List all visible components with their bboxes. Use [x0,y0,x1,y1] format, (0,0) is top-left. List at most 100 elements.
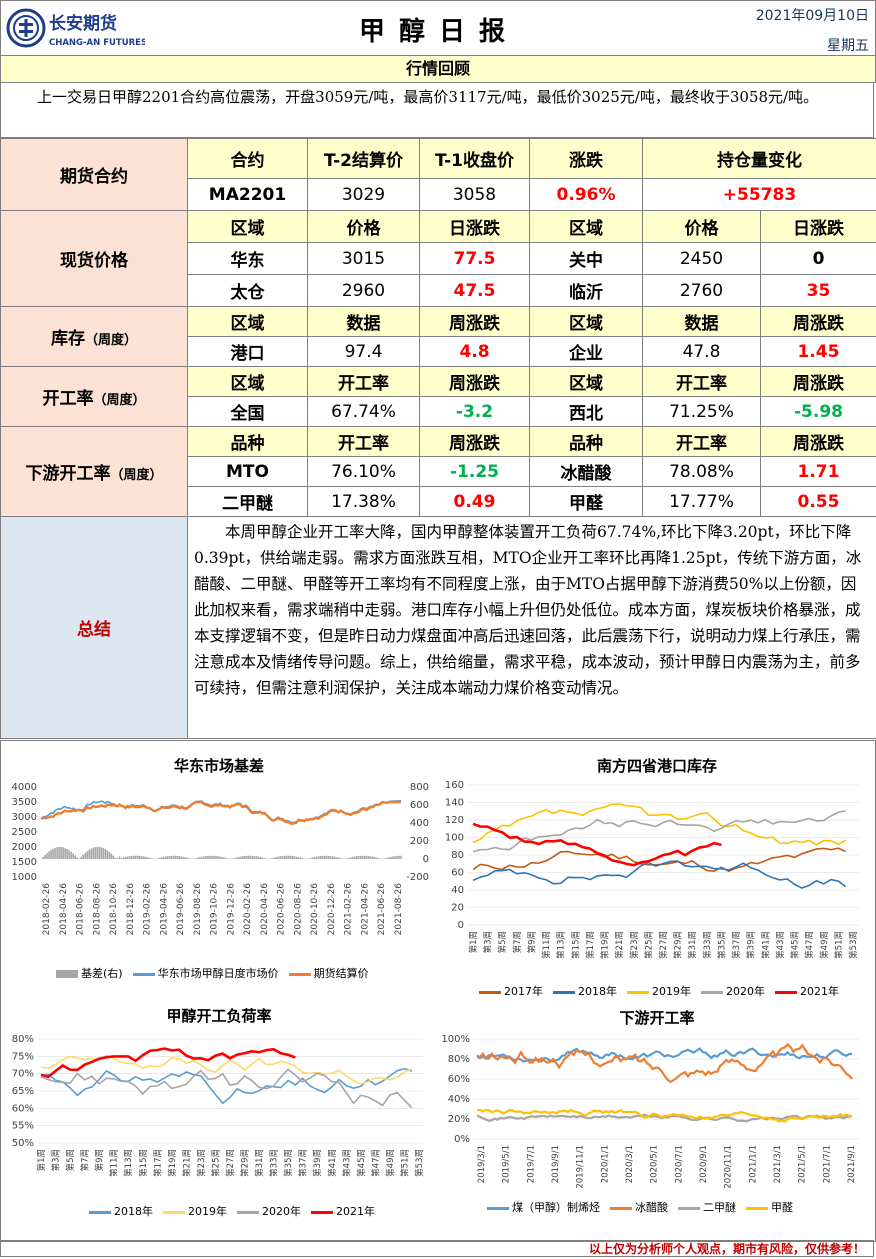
downstream-change: -1.25 [419,456,530,487]
operating-header: 周涨跌 [419,366,530,397]
y-right-tick: 400 [410,818,429,829]
x-tick: 第7周 [512,931,523,953]
basis-bar [263,857,266,859]
series-2020 [40,1068,413,1109]
basis-bar [366,855,368,859]
downstream-change: 0.49 [419,486,530,517]
x-tick: 2018-08-26 [92,883,102,936]
downstream-product: MTO [187,456,308,487]
legend-item: 2020年 [237,1203,301,1219]
inventory-region: 企业 [529,336,643,367]
basis-bar [251,855,253,859]
report-header: 长安期货 CHANG-AN FUTURES 甲醇日报 2021年09月10日 星… [0,0,876,56]
downstream-rate: 76.10% [307,456,420,487]
basis-bar [215,855,217,859]
basis-bar [114,857,117,859]
downstream-product: 甲醛 [529,486,643,517]
x-tick: 第33周 [702,931,713,959]
x-tick: 第21周 [614,931,625,959]
legend-item: 华东市场甲醇日度市场价 [132,965,279,981]
x-tick: 2021/7/1 [822,1145,832,1183]
x-tick: 2018-04-26 [59,883,69,936]
legend-item: 2020年 [701,983,765,999]
basis-bar [353,856,356,859]
basis-bar [283,855,286,859]
summary-label: 总结 [0,516,188,739]
inventory-header: 区域 [529,306,643,337]
basis-bar [48,851,50,859]
operating-label: 开工率（周度） [0,366,188,427]
y-tick: 20 [451,903,464,914]
downstream-rate: 78.08% [642,456,761,487]
x-tick: 第47周 [370,1149,381,1177]
basis-bar [58,846,60,859]
series-futures [40,800,401,825]
y-right-tick: 0 [423,854,429,865]
basis-bar [317,856,320,859]
review-heading: 行情回顾 [0,55,876,83]
x-tick: 2019/3/1 [477,1145,487,1183]
x-tick: 2019-06-26 [176,883,186,936]
basis-bar [120,857,123,859]
basis-bar [325,855,328,859]
basis-bar [331,856,334,859]
x-tick: 第23周 [629,931,640,959]
basis-bar [297,857,300,859]
basis-bar [64,847,66,859]
basis-bar [178,856,181,859]
basis-bar [309,857,312,859]
x-tick: 2020/3/1 [625,1145,635,1183]
x-tick: 2020-04-26 [260,883,270,936]
basis-bar [400,855,402,859]
basis-bar [44,855,46,859]
basis-bar [106,850,109,859]
futures-header-oi: 持仓量变化 [642,138,876,179]
basis-bar [295,856,298,859]
chart1-basis: 4000350030002500200015001000800600400200… [12,782,429,936]
basis-bar [132,855,135,859]
basis-bar [138,855,141,859]
operating-region: 西北 [529,396,643,427]
basis-bar [243,856,245,859]
basis-bar [160,857,163,859]
basis-bar [60,846,62,859]
futures-header-change: 涨跌 [529,138,643,179]
basis-bar [247,855,249,859]
x-tick: 2020/1/1 [600,1145,610,1183]
x-tick: 第25周 [210,1149,221,1177]
x-tick: 2019-08-26 [193,883,203,936]
basis-bar [303,858,306,859]
basis-bar [241,856,243,859]
company-name-cn: 长安期货 [49,13,117,34]
basis-bar [207,855,209,859]
basis-bar [185,857,187,859]
x-tick: 第13周 [556,931,567,959]
basis-bar [201,856,203,859]
x-tick: 第49周 [819,931,830,959]
basis-bar [203,856,205,859]
basis-bar [213,855,215,859]
spot-price: 2450 [642,242,761,275]
x-tick: 2019-10-26 [210,883,220,936]
basis-bar [378,858,380,859]
downstream-header: 周涨跌 [760,426,876,457]
basis-bar [285,855,288,859]
basis-bar [174,855,177,859]
x-tick: 2020/11/1 [724,1145,734,1189]
y-tick: 60% [12,1103,34,1114]
y-tick: 40% [448,1094,470,1105]
basis-bar [225,857,227,859]
x-tick: 第45周 [790,931,801,959]
x-tick: 2021/3/1 [773,1145,783,1183]
downstream-rate: 17.38% [307,486,420,517]
basis-bar [374,857,376,859]
basis-bar [187,857,189,859]
x-tick: 第35周 [283,1149,294,1177]
y-tick: 70% [12,1069,34,1080]
basis-bar [84,852,87,859]
basis-bar [180,856,183,859]
x-tick: 第27周 [225,1149,236,1177]
series-2018 [472,860,847,889]
x-tick: 第33周 [269,1149,280,1177]
chart2-legend: 2017年 2018年 2019年 2020年 2021年 [479,983,839,999]
